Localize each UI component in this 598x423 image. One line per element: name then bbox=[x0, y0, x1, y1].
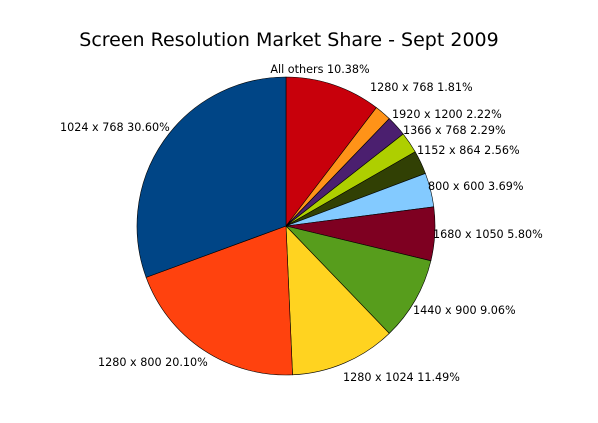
pie-slice-1024-x-768 bbox=[136, 76, 287, 278]
slice-label-1680-x-1050: 1680 x 1050 5.80% bbox=[433, 228, 543, 241]
slice-label-1152-x-864: 1152 x 864 2.56% bbox=[417, 144, 520, 157]
slice-label-1920-x-1200: 1920 x 1200 2.22% bbox=[392, 108, 502, 121]
slice-label-800-x-600: 800 x 600 3.69% bbox=[428, 180, 524, 193]
pie-slices bbox=[136, 76, 436, 376]
slice-label-1280-x-768: 1280 x 768 1.81% bbox=[370, 81, 473, 94]
chart-title: Screen Resolution Market Share - Sept 20… bbox=[79, 29, 498, 51]
slice-label-all-others: All others 10.38% bbox=[270, 63, 370, 76]
slice-label-1366-x-768: 1366 x 768 2.29% bbox=[403, 124, 506, 137]
slice-label-1440-x-900: 1440 x 900 9.06% bbox=[413, 304, 516, 317]
pie-labels: All others 10.38%1280 x 768 1.81% 1920 x … bbox=[60, 63, 543, 384]
pie-slice-all-others bbox=[285, 76, 377, 227]
slice-label-1024-x-768: 1024 x 768 30.60% bbox=[60, 121, 170, 134]
slice-label-1280-x-1024: 1280 x 1024 11.49% bbox=[343, 371, 460, 384]
slice-label-1280-x-800: 1280 x 800 20.10% bbox=[98, 356, 208, 369]
pie-slice-1280-x-1024 bbox=[285, 225, 390, 376]
pie-slice-1440-x-900 bbox=[285, 225, 432, 334]
pie-slice-1280-x-800 bbox=[145, 225, 293, 376]
